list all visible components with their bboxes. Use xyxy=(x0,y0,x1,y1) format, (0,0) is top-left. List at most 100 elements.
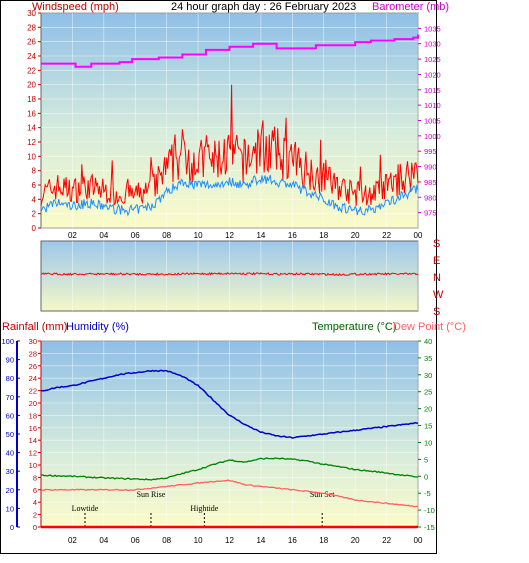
rainfall-axis-label: Rainfall (mm) xyxy=(2,321,67,333)
humidity-tick-label: 70 xyxy=(6,393,14,402)
dir-label-s-bottom: S xyxy=(433,306,440,318)
rainfall-tick-label: 24 xyxy=(29,374,37,383)
humidity-tick-label: 0 xyxy=(10,523,14,532)
barometer-tick-label: 1020 xyxy=(424,70,441,79)
windspeed-tick-label: 0 xyxy=(32,224,37,233)
event-label: Sun Rise xyxy=(137,490,166,499)
rainfall-tick-label: 16 xyxy=(29,424,37,433)
temp-hour-label: 16 xyxy=(288,536,297,545)
wind-hour-label: 10 xyxy=(194,231,203,240)
barometer-tick-label: 1010 xyxy=(424,101,441,110)
barometer-tick-labels: 975 980 985 990 995 1000 1005 1010 1015 1020 1025 1… xyxy=(418,24,441,218)
humidity-tick-labels: 0 10 20 30 40 50 60 70 80 90 100 xyxy=(1,337,20,532)
wind-gust-series xyxy=(40,84,419,207)
graph-title: 24 hour graph day : 26 February 2023 xyxy=(171,1,356,13)
dir-label-s-top: S xyxy=(433,238,440,250)
humidity-axis-label: Humidity (%) xyxy=(66,321,129,333)
wind-hour-label: 06 xyxy=(131,231,140,240)
barometer-tick-label: 995 xyxy=(424,147,437,156)
temp-hour-label: 02 xyxy=(68,536,77,545)
wind-hour-label: 14 xyxy=(256,231,265,240)
windspeed-tick-label: 6 xyxy=(32,181,37,190)
temp-hour-label: 06 xyxy=(131,536,140,545)
windspeed-tick-label: 26 xyxy=(27,38,36,47)
temperature-tick-label: 5 xyxy=(424,455,428,464)
rainfall-tick-label: 0 xyxy=(33,523,37,532)
humidity-tick-label: 40 xyxy=(6,449,14,458)
temp-hour-label: 08 xyxy=(162,536,171,545)
wind-direction-chart: S E N W S xyxy=(40,238,444,318)
barometer-tick-label: 980 xyxy=(424,193,437,202)
temp-hour-label: 00 xyxy=(414,536,423,545)
dir-label-e: E xyxy=(433,255,440,267)
humidity-tick-label: 30 xyxy=(6,467,14,476)
windspeed-tick-label: 16 xyxy=(27,109,36,118)
rainfall-tick-label: 30 xyxy=(29,337,37,346)
humidity-tick-label: 20 xyxy=(6,486,14,495)
temperature-axis-label: Temperature (°C) xyxy=(312,321,396,333)
wind-direction-series xyxy=(40,271,419,276)
barometer-tick-label: 1035 xyxy=(424,24,441,33)
dewpoint-series xyxy=(40,479,419,508)
wind-hour-label: 04 xyxy=(99,231,108,240)
temperature-tick-label: 10 xyxy=(424,438,432,447)
wind-hour-label: 22 xyxy=(382,231,391,240)
temperature-tick-labels: -15 -10 -5 0 5 10 15 20 25 30 35 40 xyxy=(418,337,435,532)
temp-hour-label: 12 xyxy=(225,536,234,545)
temperature-tick-label: -15 xyxy=(424,523,435,532)
barometer-tick-label: 1025 xyxy=(424,55,441,64)
humidity-tick-label: 50 xyxy=(6,430,14,439)
windspeed-tick-label: 28 xyxy=(27,23,36,32)
event-label: Sun Set xyxy=(310,490,335,499)
humidity-series xyxy=(40,369,419,439)
wind-hour-label: 02 xyxy=(68,231,77,240)
barometer-tick-label: 1015 xyxy=(424,86,441,95)
windspeed-tick-label: 20 xyxy=(27,81,36,90)
temp-hour-label: 04 xyxy=(99,536,108,545)
event-markers: LowtideLowtideSun RiseSun RiseHightideHi… xyxy=(72,490,335,527)
temperature-tick-label: -5 xyxy=(424,489,431,498)
rainfall-tick-label: 8 xyxy=(33,473,37,482)
event-label: Lowtide xyxy=(72,504,99,513)
temp-hour-label: 14 xyxy=(256,536,265,545)
humidity-tick-label: 100 xyxy=(1,337,14,346)
temperature-tick-label: 40 xyxy=(424,337,432,346)
rainfall-tick-label: 28 xyxy=(29,349,37,358)
rainfall-tick-label: 12 xyxy=(29,449,37,458)
humidity-tick-label: 60 xyxy=(6,411,14,420)
rainfall-tick-label: 18 xyxy=(29,411,37,420)
dir-label-w: W xyxy=(433,289,444,301)
rainfall-tick-label: 26 xyxy=(29,362,37,371)
wind-hour-label: 00 xyxy=(414,231,423,240)
temp-hum-rain-chart: Rainfall (mm) Humidity (%) Temperature (… xyxy=(1,321,465,545)
windspeed-tick-label: 10 xyxy=(27,152,36,161)
rainfall-tick-label: 10 xyxy=(29,461,37,470)
temperature-tick-label: 30 xyxy=(424,371,432,380)
wind-direction-gridlines xyxy=(72,241,419,311)
barometer-tick-label: 1000 xyxy=(424,132,441,141)
dir-label-n: N xyxy=(433,272,441,284)
barometer-tick-label: 985 xyxy=(424,178,437,187)
windspeed-tick-label: 18 xyxy=(27,95,36,104)
windspeed-tick-label: 22 xyxy=(27,66,36,75)
barometer-tick-label: 1030 xyxy=(424,40,441,49)
wind-hour-label: 08 xyxy=(162,231,171,240)
barometer-axis-label: Barometer (mb) xyxy=(372,1,449,13)
humidity-tick-label: 90 xyxy=(6,356,14,365)
windspeed-tick-label: 2 xyxy=(32,210,37,219)
windspeed-tick-label: 4 xyxy=(32,195,37,204)
temperature-tick-label: 15 xyxy=(424,422,432,431)
barometer-tick-label: 1005 xyxy=(424,117,441,126)
dewpoint-axis-label: Dew Point (°C) xyxy=(393,321,466,333)
temp-hour-tick-labels: 02 04 06 08 10 12 14 16 18 20 22 00 xyxy=(68,536,423,545)
wind-hour-label: 18 xyxy=(319,231,328,240)
temperature-tick-label: 0 xyxy=(424,472,428,481)
rainfall-tick-label: 4 xyxy=(33,498,37,507)
windspeed-tick-label: 30 xyxy=(27,9,36,18)
rainfall-tick-label: 22 xyxy=(29,387,37,396)
rainfall-tick-label: 2 xyxy=(33,511,37,520)
temp-hour-label: 18 xyxy=(319,536,328,545)
rainfall-tick-label: 20 xyxy=(29,399,37,408)
